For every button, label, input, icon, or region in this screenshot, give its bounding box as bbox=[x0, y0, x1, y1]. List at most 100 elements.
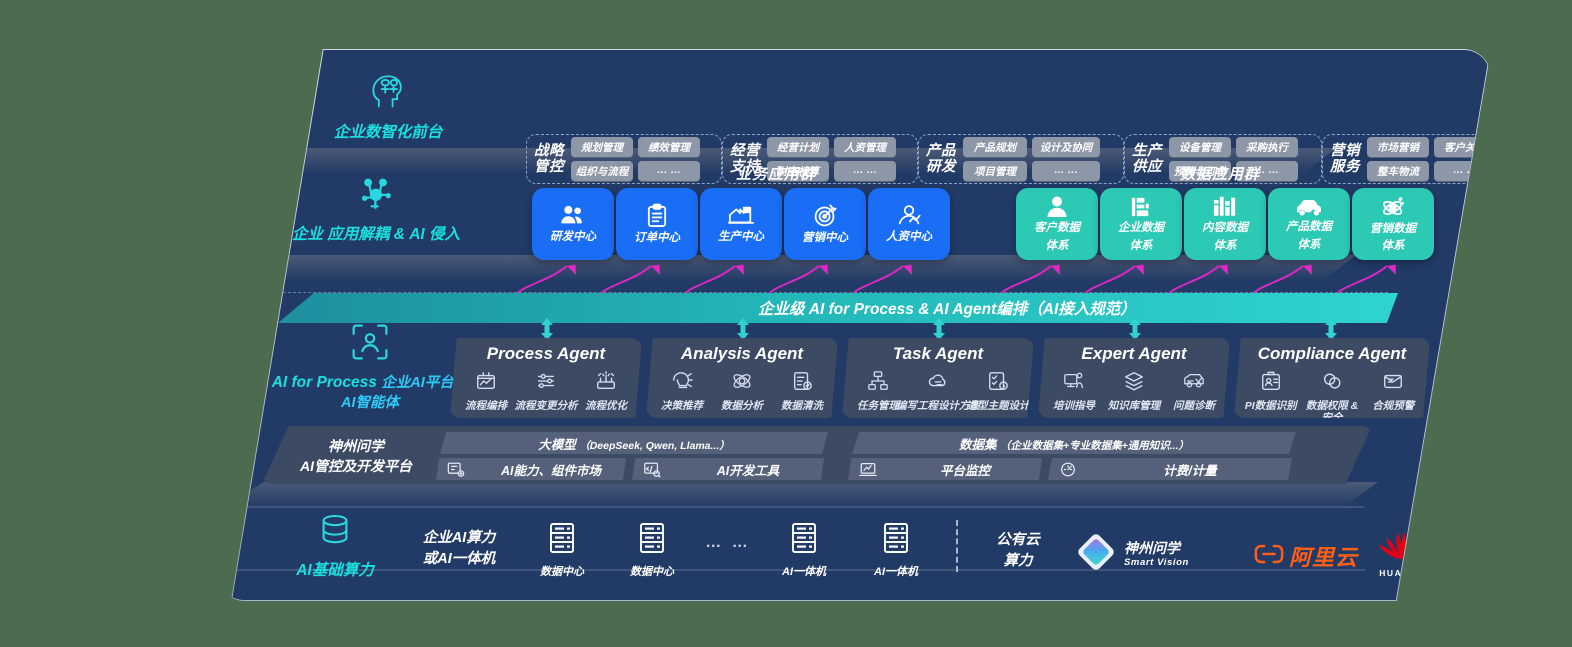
agent-feature[interactable]: 流程编排 bbox=[456, 370, 515, 412]
platform-bar-dataset-note: （企业数据集+专业数据集+通用知识...） bbox=[999, 439, 1189, 452]
data-card-label2: 体系 bbox=[1381, 240, 1405, 252]
platform-bar-marketplace[interactable]: AI能力、组件市场 bbox=[436, 458, 626, 480]
domain-group-marketing-service-line2: 服务 bbox=[1330, 159, 1360, 175]
data-clean-icon bbox=[791, 370, 813, 397]
domain-group-production-supply[interactable]: 生产 供应 设备管理 采购执行 预测与订单 … … bbox=[1124, 134, 1322, 184]
chip[interactable]: … … bbox=[1236, 161, 1298, 181]
agent-feature[interactable]: 编写工程设计方案 bbox=[896, 370, 980, 412]
domain-group-production-supply-line1: 生产 bbox=[1132, 142, 1162, 159]
chip[interactable]: 设备管理 bbox=[1169, 137, 1231, 157]
infra-divider bbox=[956, 520, 958, 572]
chip[interactable]: 经营计划 bbox=[767, 137, 829, 157]
agent-feature[interactable]: 任务管理 bbox=[848, 370, 907, 412]
app-card-order-center[interactable]: 订单中心 bbox=[616, 188, 698, 260]
infra-label: AI一体机 bbox=[782, 566, 826, 578]
agent-card-expert[interactable]: Expert Agent 培训指导 知识库管理 问题诊断 bbox=[1038, 338, 1230, 418]
agent-card-task[interactable]: Task Agent 任务管理 编写工程设计方案 造型主题设计 bbox=[842, 338, 1034, 418]
app-card-rd-center[interactable]: 研发中心 bbox=[532, 188, 614, 260]
chip[interactable]: 组织与流程 bbox=[571, 161, 633, 181]
domain-group-strategy[interactable]: 战略 管控 规划管理 绩效管理 组织与流程 … … bbox=[526, 134, 722, 184]
data-card-content[interactable]: 内容数据 体系 bbox=[1184, 188, 1266, 260]
app-card-production-center[interactable]: 生产中心 bbox=[700, 188, 782, 260]
chip[interactable]: 人资管理 bbox=[834, 137, 896, 157]
chip[interactable]: … … bbox=[638, 161, 700, 181]
platform-bar-dataset[interactable]: 数据集 （企业数据集+专业数据集+通用知识...） bbox=[852, 432, 1296, 454]
chip[interactable]: 产品规划 bbox=[963, 137, 1027, 157]
data-card-product[interactable]: 产品数据 体系 bbox=[1268, 188, 1350, 260]
agent-feature[interactable]: 培训指导 bbox=[1044, 370, 1103, 412]
chip[interactable]: … … bbox=[1434, 161, 1490, 181]
domain-group-product-rd[interactable]: 产品 研发 产品规划 设计及协同 项目管理 … … bbox=[918, 134, 1124, 184]
flow-chart-icon bbox=[475, 370, 497, 397]
agent-feature[interactable]: 数据清洗 bbox=[772, 370, 831, 412]
app-card-label: 研发中心 bbox=[550, 231, 596, 244]
settings-list-icon bbox=[535, 370, 557, 397]
teal-arrow-process bbox=[541, 318, 553, 340]
agent-feature[interactable]: 流程优化 bbox=[576, 370, 635, 412]
chip[interactable]: 绩效管理 bbox=[638, 137, 700, 157]
app-card-label: 生产中心 bbox=[718, 231, 764, 244]
server-rack-icon bbox=[637, 523, 667, 560]
building-icon bbox=[1130, 195, 1153, 218]
platform-bar-devtool[interactable]: AI开发工具 bbox=[632, 458, 824, 480]
domain-group-operation[interactable]: 经营 支持 经营计划 人资管理 财务核算 … … bbox=[722, 134, 918, 184]
rail-layer1-label: 企业数智化前台 bbox=[333, 124, 443, 141]
agent-feature[interactable]: 数据分析 bbox=[712, 370, 771, 412]
platform-bar-llm-note: （DeepSeek, Qwen, Llama...） bbox=[579, 439, 730, 452]
agent-feature[interactable]: PI数据识别 bbox=[1240, 370, 1301, 412]
user-solid-icon bbox=[1046, 195, 1068, 218]
rail-layer2: 企业 应用解耦 & AI 侵入 bbox=[276, 172, 476, 246]
chip[interactable]: 预测与订单 bbox=[1169, 161, 1231, 181]
chip[interactable]: 市场营销 bbox=[1367, 137, 1429, 157]
chip[interactable]: 规划管理 bbox=[571, 137, 633, 157]
chip[interactable]: 财务核算 bbox=[767, 161, 829, 181]
agent-feature[interactable]: 流程变更分析 bbox=[515, 370, 578, 412]
agent-feature-label: 编写工程设计方案 bbox=[896, 400, 980, 412]
data-card-label2: 体系 bbox=[1213, 239, 1237, 252]
data-card-label: 营销数据 bbox=[1370, 222, 1416, 235]
huawei-logo bbox=[1375, 533, 1427, 566]
chip[interactable]: 设计及协同 bbox=[1032, 137, 1100, 157]
agent-card-compliance[interactable]: Compliance Agent PI数据识别 数据权限 & 安全 合规预警 bbox=[1234, 338, 1430, 418]
domain-group-marketing-service[interactable]: 营销 服务 市场营销 客户关系 整车物流 … … bbox=[1322, 134, 1490, 184]
agent-feature-label: 决策推荐 bbox=[660, 400, 703, 412]
task-network-icon bbox=[867, 370, 889, 397]
huawei-label: HUAWEI bbox=[1366, 568, 1436, 578]
teal-arrow-compliance bbox=[1325, 318, 1337, 340]
divider-line-bottom bbox=[231, 506, 1364, 508]
agent-feature[interactable]: 决策推荐 bbox=[652, 370, 711, 412]
chip[interactable]: … … bbox=[1032, 161, 1100, 181]
ai-layer-dashed-separator bbox=[231, 292, 1388, 293]
chip[interactable]: 整车物流 bbox=[1367, 161, 1429, 181]
platform-bar-llm[interactable]: 大模型 （DeepSeek, Qwen, Llama...） bbox=[440, 432, 828, 454]
agent-feature[interactable]: 数据权限 & 安全 bbox=[1302, 370, 1363, 418]
chip[interactable]: 客户关系 bbox=[1434, 137, 1490, 157]
agent-feature[interactable]: 问题诊断 bbox=[1164, 370, 1223, 412]
chip[interactable]: 采购执行 bbox=[1236, 137, 1298, 157]
atom-analysis-icon bbox=[731, 370, 753, 397]
app-card-hr-center[interactable]: 人资中心 bbox=[868, 188, 950, 260]
rail-layer4: AI基础算力 bbox=[250, 512, 420, 582]
platform-bar-marketplace-label: AI能力、组件市场 bbox=[500, 463, 601, 478]
chip[interactable]: … … bbox=[834, 161, 896, 181]
logo-alicloud: 阿里云 bbox=[1254, 540, 1358, 572]
app-card-label: 订单中心 bbox=[634, 231, 680, 244]
infra-label: 数据中心 bbox=[540, 566, 584, 578]
app-card-marketing-center[interactable]: 营销中心 bbox=[784, 188, 866, 260]
agent-feature[interactable]: 合规预警 bbox=[1363, 370, 1424, 412]
data-card-enterprise[interactable]: 企业数据 体系 bbox=[1100, 188, 1182, 260]
training-icon bbox=[1063, 370, 1085, 397]
rail-layer3: AI for Process 企业AI平台及 AI智能体 bbox=[270, 322, 470, 413]
infra-label: 数据中心 bbox=[630, 566, 674, 578]
platform-bar-monitor[interactable]: 平台监控 bbox=[848, 458, 1042, 480]
agent-feature-label: 流程优化 bbox=[584, 400, 627, 412]
data-card-customer[interactable]: 客户数据 体系 bbox=[1016, 188, 1098, 260]
agent-feature[interactable]: 知识库管理 bbox=[1104, 370, 1163, 412]
agent-card-process[interactable]: Process Agent 流程编排 流程变更分析 流程优化 bbox=[450, 338, 642, 418]
data-card-marketing[interactable]: 营销数据 体系 bbox=[1352, 188, 1434, 260]
app-card-label: 人资中心 bbox=[886, 231, 932, 244]
agent-card-analysis[interactable]: Analysis Agent 决策推荐 数据分析 数据清洗 bbox=[646, 338, 838, 418]
chip[interactable]: 项目管理 bbox=[963, 161, 1027, 181]
agent-feature[interactable]: 造型主题设计 bbox=[967, 370, 1030, 412]
platform-bar-billing[interactable]: 计费/计量 bbox=[1048, 458, 1292, 480]
